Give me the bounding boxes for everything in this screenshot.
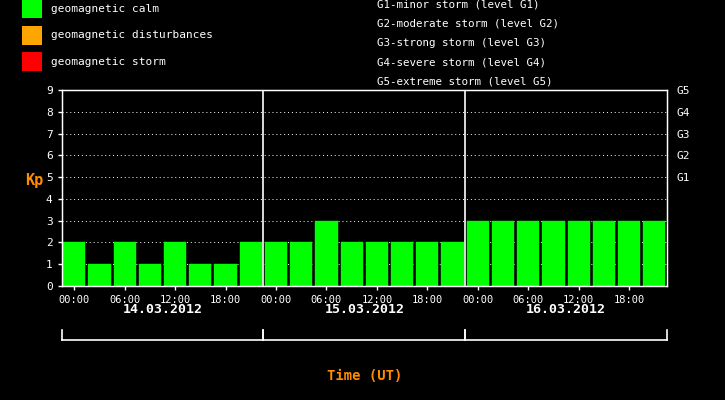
Y-axis label: Kp: Kp: [25, 173, 44, 188]
Bar: [517, 221, 539, 286]
Bar: [366, 242, 388, 286]
FancyBboxPatch shape: [22, 0, 42, 18]
Bar: [568, 221, 590, 286]
FancyBboxPatch shape: [22, 26, 42, 45]
Text: 14.03.2012: 14.03.2012: [123, 303, 202, 316]
Bar: [643, 221, 666, 286]
Text: G3-strong storm (level G3): G3-strong storm (level G3): [377, 38, 546, 48]
Text: geomagnetic disturbances: geomagnetic disturbances: [51, 30, 212, 40]
Bar: [492, 221, 514, 286]
Text: Time (UT): Time (UT): [327, 369, 402, 383]
Text: 16.03.2012: 16.03.2012: [526, 303, 606, 316]
Bar: [391, 242, 413, 286]
Bar: [416, 242, 439, 286]
Bar: [189, 264, 212, 286]
Bar: [467, 221, 489, 286]
Bar: [542, 221, 565, 286]
Bar: [341, 242, 362, 286]
Bar: [114, 242, 136, 286]
Text: G2-moderate storm (level G2): G2-moderate storm (level G2): [377, 19, 559, 29]
Bar: [593, 221, 615, 286]
Bar: [618, 221, 640, 286]
Text: 15.03.2012: 15.03.2012: [324, 303, 405, 316]
Bar: [265, 242, 287, 286]
Bar: [290, 242, 312, 286]
Text: G5-extreme storm (level G5): G5-extreme storm (level G5): [377, 77, 552, 87]
Bar: [138, 264, 161, 286]
Bar: [215, 264, 236, 286]
Bar: [240, 242, 262, 286]
FancyBboxPatch shape: [22, 52, 42, 71]
Text: G4-severe storm (level G4): G4-severe storm (level G4): [377, 58, 546, 68]
Bar: [315, 221, 338, 286]
Text: geomagnetic storm: geomagnetic storm: [51, 57, 165, 67]
Bar: [88, 264, 110, 286]
Bar: [442, 242, 464, 286]
Bar: [63, 242, 86, 286]
Bar: [164, 242, 186, 286]
Text: geomagnetic calm: geomagnetic calm: [51, 4, 159, 14]
Text: G1-minor storm (level G1): G1-minor storm (level G1): [377, 0, 539, 9]
